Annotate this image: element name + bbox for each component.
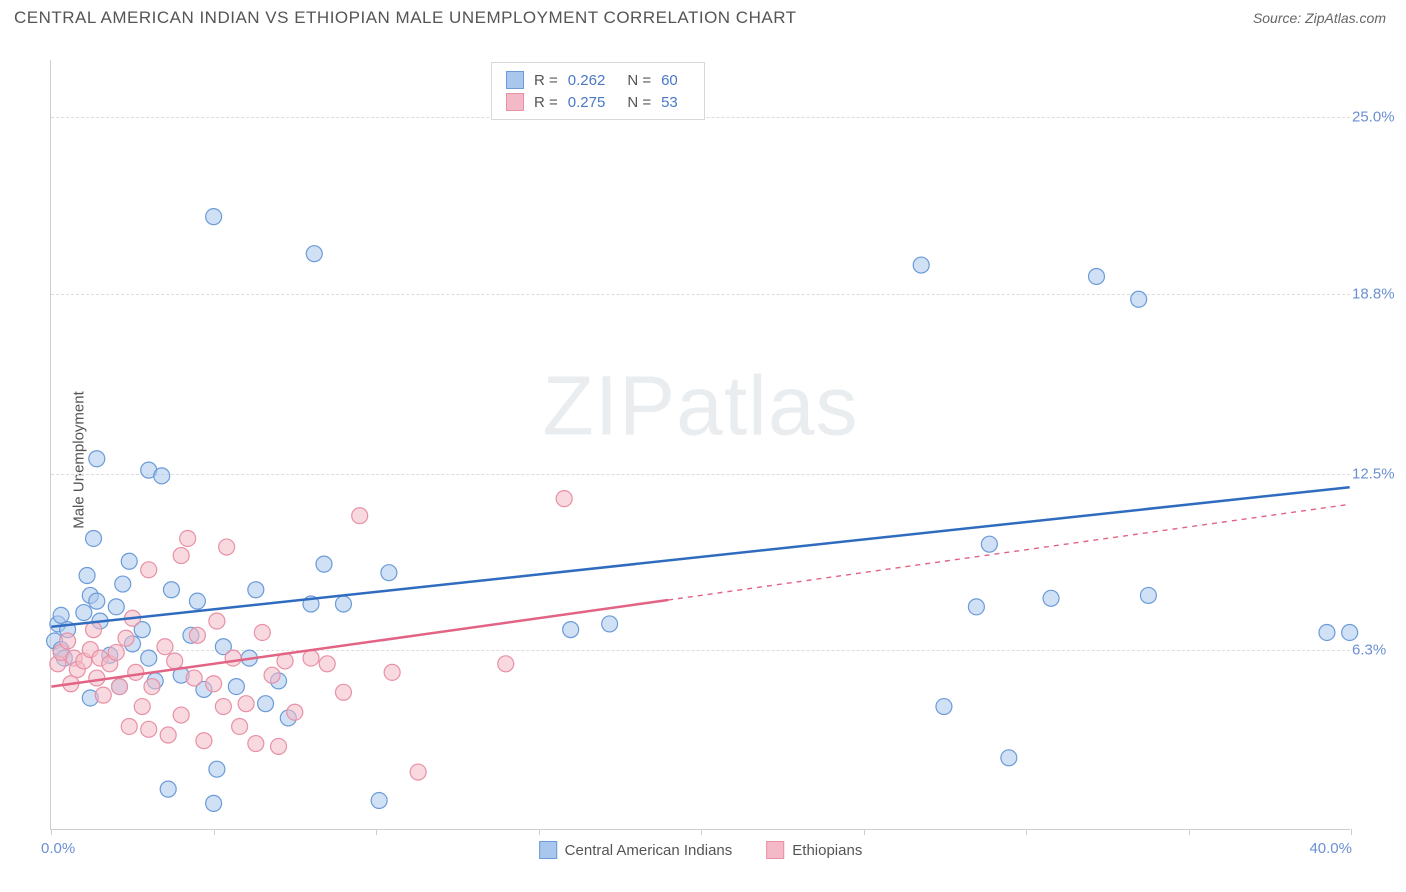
y-tick-label: 18.8%: [1352, 285, 1400, 302]
source-prefix: Source:: [1253, 10, 1305, 26]
x-axis-min-label: 0.0%: [41, 840, 75, 857]
r-value-eth: 0.275: [568, 94, 606, 111]
series-label-cai: Central American Indians: [565, 842, 733, 859]
legend-swatch-cai: [539, 841, 557, 859]
correlation-legend-row-eth: R = 0.275 N = 53: [506, 91, 690, 113]
series-legend-item-eth: Ethiopians: [766, 841, 862, 859]
plot-area: ZIPatlas R =0.262N =60R =0.275N =53 0.0%…: [50, 60, 1350, 830]
r-value-cai: 0.262: [568, 72, 606, 89]
correlation-legend: R = 0.262 N = 60 R = 0.275 N = 53: [491, 62, 705, 120]
series-legend-item-cai: Central American Indians: [539, 841, 733, 859]
trend-line-cai: [51, 487, 1349, 627]
source-name: ZipAtlas.com: [1305, 10, 1386, 26]
series-label-eth: Ethiopians: [792, 842, 862, 859]
x-tick: [51, 829, 52, 835]
x-tick: [1351, 829, 1352, 835]
x-axis-max-label: 40.0%: [1309, 840, 1352, 857]
x-tick: [214, 829, 215, 835]
chart-title: CENTRAL AMERICAN INDIAN VS ETHIOPIAN MAL…: [14, 8, 797, 28]
source-attribution: Source: ZipAtlas.com: [1253, 10, 1386, 26]
y-tick-label: 6.3%: [1352, 642, 1400, 659]
n-label: N =: [627, 94, 651, 111]
x-tick: [1189, 829, 1190, 835]
legend-swatch-eth: [506, 93, 524, 111]
chart-container: Male Unemployment ZIPatlas R =0.262N =60…: [0, 40, 1406, 880]
y-tick-label: 25.0%: [1352, 109, 1400, 126]
correlation-legend-row-cai: R = 0.262 N = 60: [506, 69, 690, 91]
series-legend: Central American Indians Ethiopians: [539, 841, 863, 859]
n-value-cai: 60: [661, 72, 678, 89]
x-tick: [539, 829, 540, 835]
x-tick: [1026, 829, 1027, 835]
x-tick: [701, 829, 702, 835]
x-tick: [376, 829, 377, 835]
trend-line-extrapolated-eth: [668, 504, 1350, 600]
r-label: R =: [534, 72, 558, 89]
legend-swatch-eth: [766, 841, 784, 859]
trend-line-eth: [51, 600, 668, 687]
r-label: R =: [534, 94, 558, 111]
legend-swatch-cai: [506, 71, 524, 89]
trend-lines-layer: [51, 60, 1350, 829]
n-label: N =: [627, 72, 651, 89]
n-value-eth: 53: [661, 94, 678, 111]
x-tick: [864, 829, 865, 835]
y-tick-label: 12.5%: [1352, 465, 1400, 482]
